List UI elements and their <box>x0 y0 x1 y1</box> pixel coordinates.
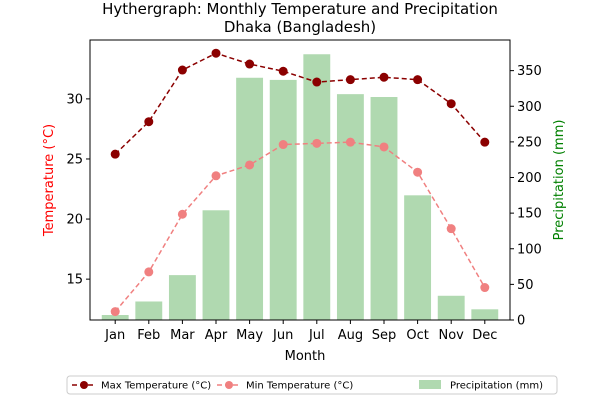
max-temperature-point-mar <box>177 65 187 75</box>
max-temperature-point-dec <box>480 137 490 147</box>
min-temperature-point-jun <box>278 140 288 150</box>
legend-max-temp-marker <box>80 381 88 389</box>
x-tick-label-jan: Jan <box>104 328 125 343</box>
legend-min-temp-marker <box>225 381 233 389</box>
left-axis-label: Temperature (°C) <box>42 124 57 237</box>
left-axis-ticks: 15 20 25 30 <box>66 92 90 288</box>
chart-title: Hythergraph: Monthly Temperature and Pre… <box>102 0 498 18</box>
x-tick-label-jun: Jun <box>272 328 293 343</box>
right-tick-label-300: 300 <box>517 100 542 115</box>
x-tick-label-feb: Feb <box>137 328 160 343</box>
x-tick-label-nov: Nov <box>439 328 465 343</box>
x-tick-label-oct: Oct <box>406 328 428 343</box>
max-temperature-point-feb <box>144 117 154 127</box>
right-tick-label-250: 250 <box>517 135 542 150</box>
legend-min-temp-label: Min Temperature (°C) <box>246 381 353 392</box>
legend-max-temp-label: Max Temperature (°C) <box>101 381 211 392</box>
min-temperature-point-sep <box>379 142 389 152</box>
x-axis-label: Month <box>285 349 326 364</box>
min-temperature-point-dec <box>480 283 490 293</box>
max-temperature-point-jul <box>312 77 322 87</box>
min-temperature-line <box>114 141 486 313</box>
precip-bar-dec <box>471 309 499 320</box>
precip-bar-feb <box>135 301 163 320</box>
max-temperature-point-apr <box>211 48 221 58</box>
x-tick-label-dec: Dec <box>472 328 497 343</box>
right-axis-label: Precipitation (mm) <box>552 120 567 241</box>
min-temperature-point-jan <box>110 307 120 317</box>
right-tick-label-200: 200 <box>517 171 542 186</box>
legend: Max Temperature (°C) Min Temperature (°C… <box>66 375 558 395</box>
precip-bar-nov <box>437 295 465 320</box>
x-tick-label-sep: Sep <box>372 328 397 343</box>
precip-bar-may <box>236 77 264 321</box>
precip-bar-jun <box>269 79 297 320</box>
x-tick-label-may: May <box>236 328 263 343</box>
max-temperature-point-may <box>245 59 255 69</box>
precipitation-bars <box>101 54 499 321</box>
max-temperature-point-aug <box>345 75 355 85</box>
right-tick-label-0: 0 <box>517 314 525 329</box>
max-temperature-line <box>114 52 486 155</box>
plot-frame <box>89 39 511 321</box>
x-tick-label-jul: Jul <box>308 328 325 343</box>
precip-bar-jul <box>303 54 331 321</box>
left-tick-label-25: 25 <box>66 152 83 167</box>
left-tick-label-15: 15 <box>66 273 83 288</box>
precip-bar-sep <box>370 96 398 320</box>
max-temperature-point-jun <box>278 66 288 76</box>
left-tick-label-20: 20 <box>66 213 83 228</box>
x-axis-ticks: Jan Feb Mar Apr May Jun Jul Aug Sep Oct Nov Dec <box>104 320 497 343</box>
right-tick-label-350: 350 <box>517 64 542 79</box>
max-temperature-point-sep <box>379 72 389 82</box>
x-tick-label-mar: Mar <box>170 328 195 343</box>
min-temperature-point-feb <box>144 267 154 277</box>
x-tick-label-apr: Apr <box>205 328 228 343</box>
precip-bar-apr <box>202 210 230 320</box>
legend-precip-label: Precipitation (mm) <box>450 381 543 392</box>
temperature-lines <box>110 48 490 317</box>
max-temperature-point-jan <box>110 149 120 159</box>
x-tick-label-aug: Aug <box>338 328 363 343</box>
min-temperature-point-nov <box>446 224 456 234</box>
right-axis-ticks: 0 50 100 150 200 250 300 350 <box>510 64 542 329</box>
right-tick-label-50: 50 <box>517 278 534 293</box>
max-temperature-point-nov <box>446 99 456 109</box>
right-tick-label-100: 100 <box>517 242 542 257</box>
left-tick-label-30: 30 <box>66 92 83 107</box>
min-temperature-point-oct <box>413 167 423 177</box>
legend-precip-swatch <box>419 380 441 389</box>
min-temperature-point-jul <box>312 138 322 148</box>
precip-bar-oct <box>404 195 432 320</box>
precip-bar-aug <box>336 94 364 320</box>
min-temperature-point-aug <box>345 137 355 147</box>
right-tick-label-150: 150 <box>517 207 542 222</box>
chart-subtitle: Dhaka (Bangladesh) <box>224 18 376 36</box>
precip-bar-jan <box>101 315 129 320</box>
min-temperature-point-mar <box>177 209 187 219</box>
max-temperature-point-oct <box>413 75 423 85</box>
min-temperature-point-apr <box>211 171 221 181</box>
min-temperature-point-may <box>245 160 255 170</box>
precip-bar-mar <box>168 275 196 320</box>
